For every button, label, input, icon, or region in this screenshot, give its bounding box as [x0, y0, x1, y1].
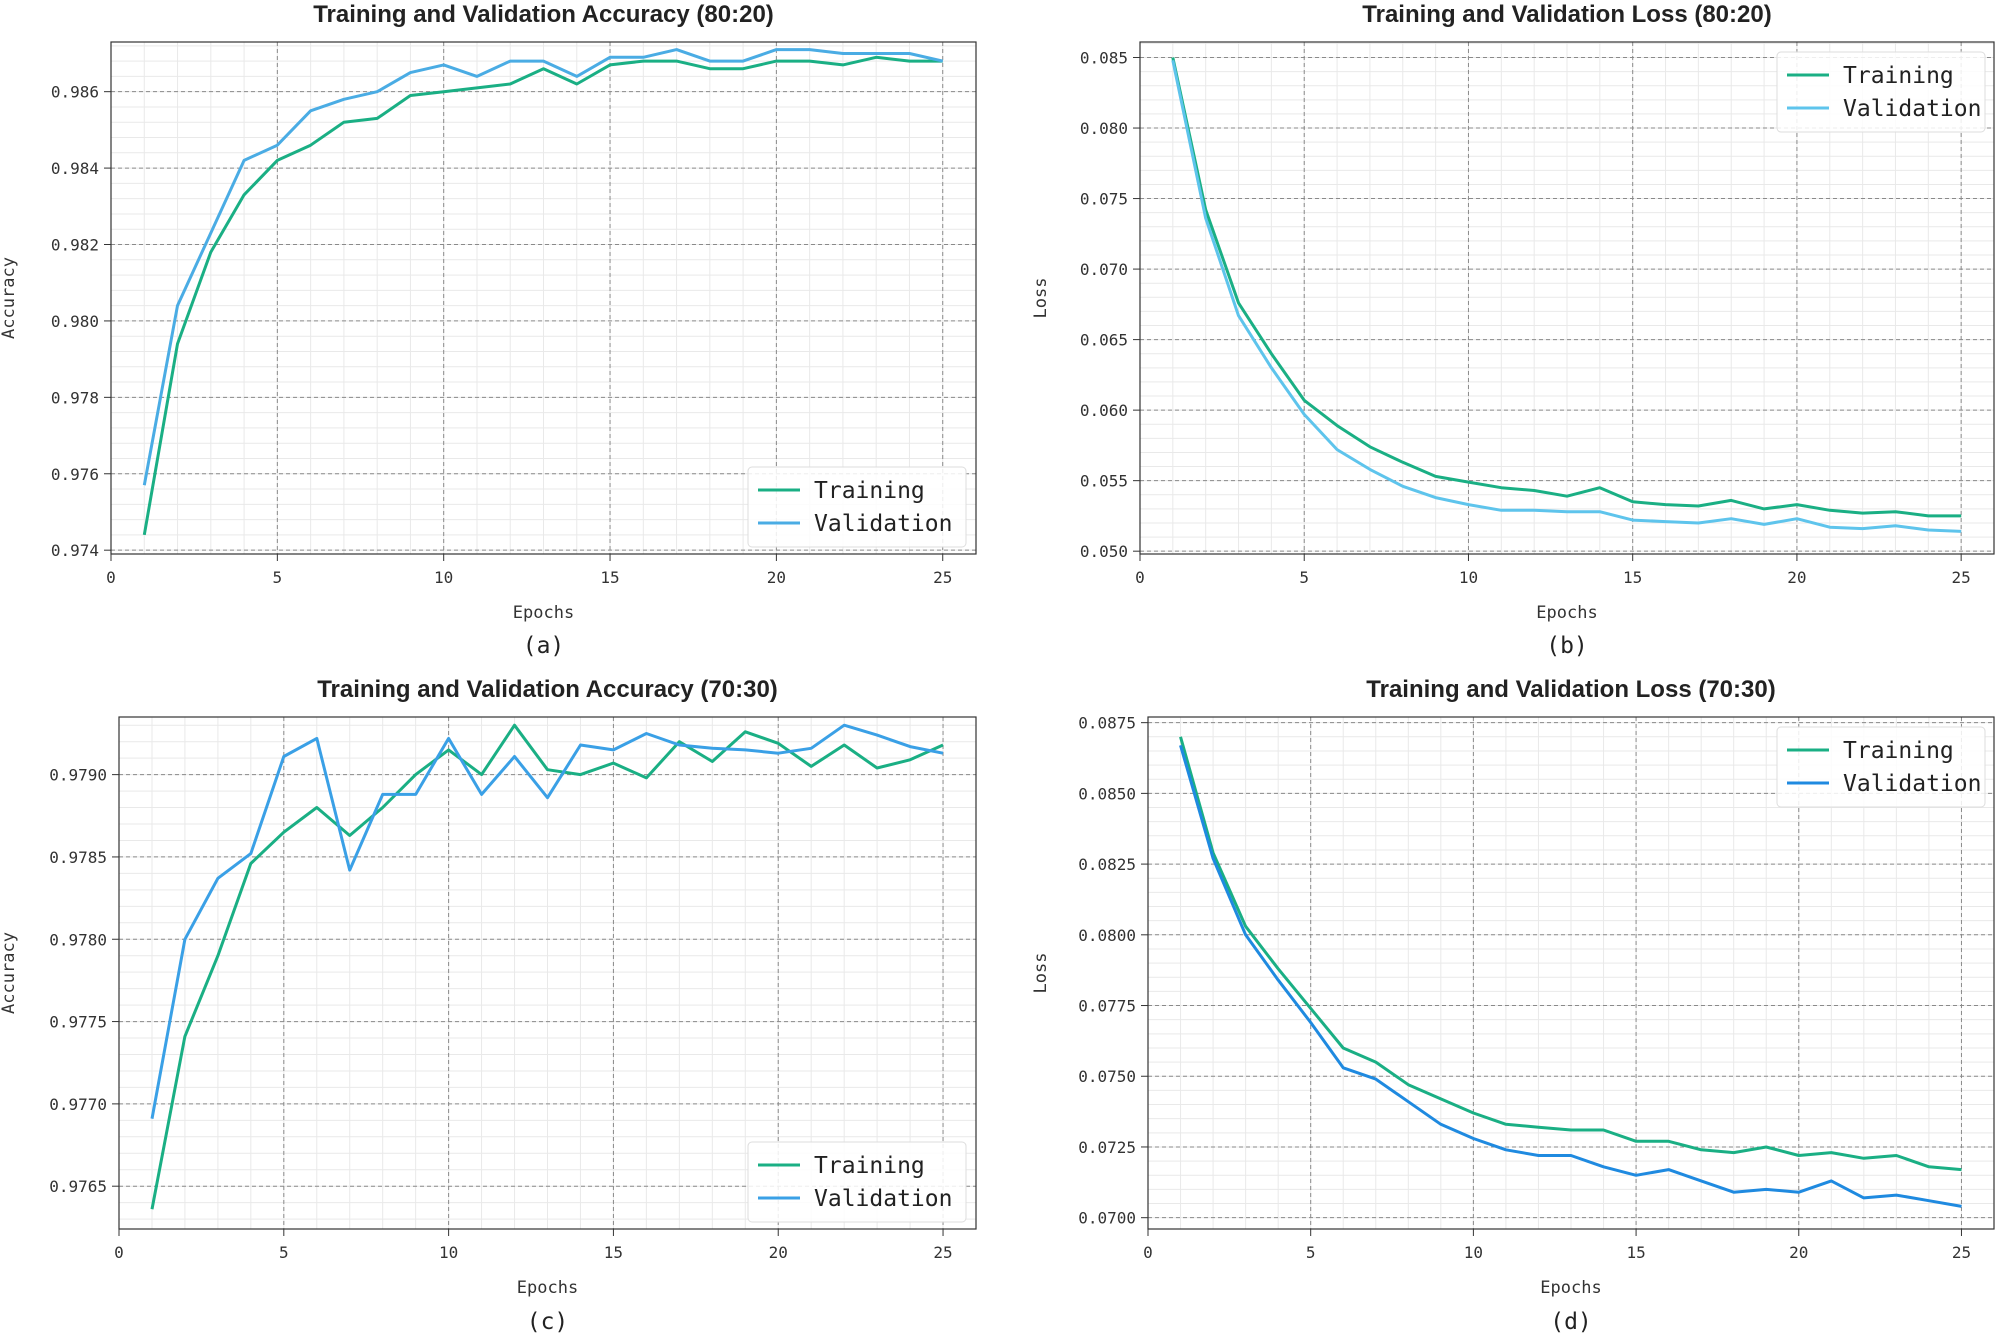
plot-frame	[1147, 716, 1995, 1230]
plot-frame	[110, 41, 977, 555]
x-tick-label: 10	[1464, 1243, 1483, 1262]
panel-caption: (a)	[523, 633, 565, 659]
y-tick-label: 0.075	[1080, 190, 1128, 209]
x-tick-label: 5	[273, 568, 283, 587]
x-tick-label: 0	[106, 568, 116, 587]
y-tick-label: 0.050	[1080, 542, 1128, 561]
legend: Training Validation	[747, 466, 967, 548]
y-tick-label: 0.065	[1080, 331, 1128, 350]
x-tick-label: 5	[1306, 1243, 1316, 1262]
x-tick-label: 20	[767, 568, 786, 587]
x-tick-label: 5	[279, 1243, 289, 1262]
y-tick-label: 0.0875	[1078, 714, 1136, 733]
y-tick-label: 0.9770	[49, 1095, 107, 1114]
x-tick-label: 0	[1135, 568, 1145, 587]
legend-label-validation: Validation	[814, 511, 952, 537]
panel-caption: (b)	[1546, 633, 1588, 659]
y-tick-label: 0.980	[51, 312, 99, 331]
chart-panel-c: 0 5 10 15 20 25 0.9765 0.9770 0.9775 0.9780 0.9785…	[0, 676, 977, 1335]
x-axis-label: Epochs	[1536, 603, 1597, 623]
chart-panel-d: 0 5 10 15 20 25 0.0700 0.0725 0.0750 0.0775 0.0800…	[1031, 676, 1995, 1335]
legend-label-training: Training	[814, 1153, 925, 1179]
legend-box	[1776, 726, 1986, 808]
plot-frame	[118, 716, 977, 1230]
y-tick-label: 0.060	[1080, 401, 1128, 420]
y-tick-label: 0.9790	[49, 766, 107, 785]
chart-panel-b: 0 5 10 15 20 25 0.050 0.055 0.060 0.065 0.070 0.075…	[1031, 1, 1995, 659]
x-tick-label: 10	[439, 1243, 458, 1262]
y-tick-label: 0.986	[51, 83, 99, 102]
y-tick-label: 0.9785	[49, 848, 107, 867]
y-axis-label: Accuracy	[0, 932, 19, 1014]
x-tick-label: 20	[769, 1243, 788, 1262]
y-tick-label: 0.0775	[1078, 997, 1136, 1016]
chart-title: Training and Validation Loss (70:30)	[1366, 676, 1775, 703]
x-tick-label: 0	[114, 1243, 124, 1262]
legend-label-training: Training	[814, 478, 925, 504]
y-axis-label: Loss	[1031, 953, 1051, 994]
x-tick-label: 5	[1299, 568, 1309, 587]
y-tick-label: 0.0750	[1078, 1067, 1136, 1086]
y-tick-label: 0.976	[51, 465, 99, 484]
chart-panel-a: 0 5 10 15 20 25 0.974 0.976 0.978 0.980 0.982 0.984…	[0, 1, 977, 659]
y-tick-label: 0.9780	[49, 930, 107, 949]
legend: Training Validation	[1776, 51, 1986, 133]
plot-frame	[1139, 41, 1995, 555]
y-tick-label: 0.9775	[49, 1013, 107, 1032]
y-tick-label: 0.070	[1080, 260, 1128, 279]
legend-box	[747, 1141, 967, 1223]
panel-caption: (c)	[527, 1309, 569, 1335]
y-tick-label: 0.974	[51, 541, 99, 560]
y-tick-label: 0.978	[51, 388, 99, 407]
legend-label-training: Training	[1843, 63, 1954, 89]
x-axis-label: Epochs	[1540, 1278, 1601, 1298]
x-tick-label: 0	[1143, 1243, 1153, 1262]
x-tick-label: 25	[1952, 568, 1971, 587]
legend-label-validation: Validation	[1843, 771, 1981, 797]
x-tick-label: 25	[933, 568, 952, 587]
y-tick-label: 0.0825	[1078, 855, 1136, 874]
x-tick-label: 25	[933, 1243, 952, 1262]
panel-caption: (d)	[1550, 1309, 1592, 1335]
x-tick-label: 15	[1626, 1243, 1645, 1262]
y-tick-label: 0.9765	[49, 1177, 107, 1196]
legend-box	[1776, 51, 1986, 133]
y-axis-label: Accuracy	[0, 257, 19, 339]
y-tick-label: 0.982	[51, 236, 99, 255]
x-tick-label: 10	[1459, 568, 1478, 587]
y-tick-label: 0.055	[1080, 472, 1128, 491]
x-axis-label: Epochs	[513, 603, 574, 623]
x-tick-label: 15	[1623, 568, 1642, 587]
y-tick-label: 0.085	[1080, 49, 1128, 68]
x-tick-label: 25	[1952, 1243, 1971, 1262]
legend-label-validation: Validation	[814, 1186, 952, 1212]
x-tick-label: 20	[1787, 568, 1806, 587]
x-tick-label: 10	[434, 568, 453, 587]
chart-title: Training and Validation Accuracy (80:20)	[313, 1, 774, 28]
x-axis-label: Epochs	[517, 1278, 578, 1298]
y-tick-label: 0.0725	[1078, 1138, 1136, 1157]
y-tick-label: 0.984	[51, 159, 99, 178]
x-tick-label: 20	[1789, 1243, 1808, 1262]
y-tick-label: 0.0850	[1078, 784, 1136, 803]
legend: Training Validation	[1776, 726, 1986, 808]
legend: Training Validation	[747, 1141, 967, 1223]
legend-label-validation: Validation	[1843, 96, 1981, 122]
chart-title: Training and Validation Accuracy (70:30)	[317, 676, 778, 703]
legend-box	[747, 466, 967, 548]
y-axis-label: Loss	[1031, 278, 1051, 319]
y-tick-label: 0.0800	[1078, 926, 1136, 945]
chart-title: Training and Validation Loss (80:20)	[1362, 1, 1771, 28]
y-tick-label: 0.080	[1080, 119, 1128, 138]
x-tick-label: 15	[600, 568, 619, 587]
x-tick-label: 15	[604, 1243, 623, 1262]
legend-label-training: Training	[1843, 738, 1954, 764]
y-tick-label: 0.0700	[1078, 1209, 1136, 1228]
